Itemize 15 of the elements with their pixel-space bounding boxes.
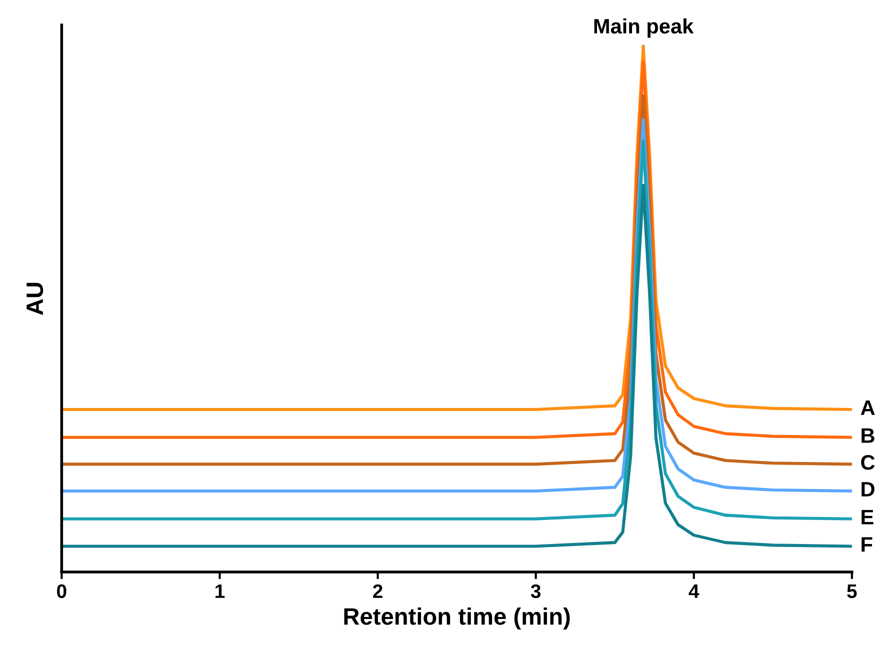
x-tick-label: 1 — [216, 584, 225, 598]
y-axis-title: AU — [26, 282, 44, 315]
x-tick-label: 5 — [847, 584, 857, 598]
x-tick-label: 2 — [373, 584, 382, 598]
series-label: B — [862, 428, 874, 443]
series-label: D — [862, 482, 874, 496]
x-tick-label: 4 — [688, 584, 700, 598]
series-label: A — [860, 400, 875, 415]
series-label: C — [861, 455, 875, 470]
x-tick-label: 0 — [57, 584, 66, 598]
x-axis-title: Retention time (min) — [344, 608, 570, 630]
series-label: F — [862, 537, 872, 552]
series-label: E — [862, 510, 874, 524]
x-tick-label: 3 — [530, 584, 541, 598]
annotation: Main peak — [594, 18, 694, 38]
